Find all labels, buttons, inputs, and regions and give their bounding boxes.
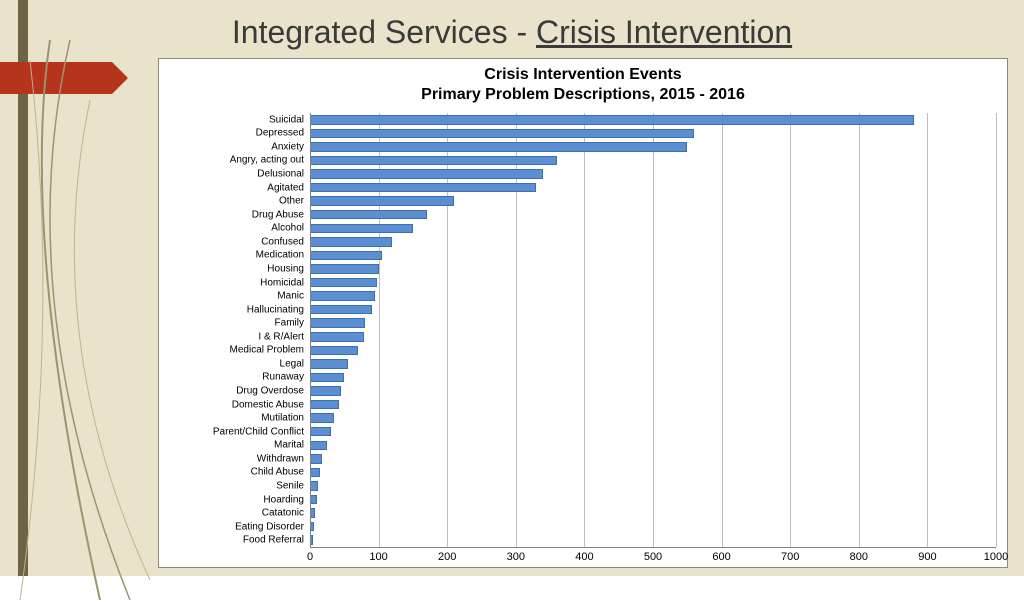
y-category-label: Suicidal bbox=[269, 114, 304, 125]
gridline bbox=[653, 113, 654, 547]
slide-title: Integrated Services - Crisis Interventio… bbox=[0, 14, 1024, 51]
y-category-label: Manic bbox=[277, 291, 304, 302]
gridline bbox=[927, 113, 928, 547]
bar bbox=[310, 115, 914, 125]
bar bbox=[310, 386, 341, 396]
bar bbox=[310, 413, 334, 423]
gridline bbox=[996, 113, 997, 547]
x-tick-label: 900 bbox=[918, 551, 936, 563]
y-category-label: Drug Overdose bbox=[236, 386, 304, 397]
bar bbox=[310, 291, 375, 301]
y-category-label: Other bbox=[279, 196, 304, 207]
x-axis-line bbox=[310, 547, 996, 548]
bar bbox=[310, 318, 365, 328]
bar bbox=[310, 441, 327, 451]
x-tick-label: 0 bbox=[307, 551, 313, 563]
x-tick-label: 600 bbox=[712, 551, 730, 563]
y-category-label: Alcohol bbox=[271, 223, 304, 234]
bar bbox=[310, 373, 344, 383]
bar bbox=[310, 481, 318, 491]
y-category-label: Agitated bbox=[267, 182, 304, 193]
y-axis-line bbox=[310, 113, 311, 547]
bar bbox=[310, 196, 454, 206]
x-tick-label: 100 bbox=[369, 551, 387, 563]
y-category-label: Confused bbox=[261, 236, 304, 247]
x-tick-label: 1000 bbox=[984, 551, 1008, 563]
bar bbox=[310, 278, 377, 288]
y-category-label: Catatonic bbox=[262, 508, 304, 519]
bar bbox=[310, 427, 331, 437]
y-category-label: Family bbox=[275, 318, 304, 329]
bar bbox=[310, 468, 320, 478]
y-category-label: Senile bbox=[276, 480, 304, 491]
title-underlined-part: Crisis Intervention bbox=[536, 14, 792, 50]
y-category-label: Drug Abuse bbox=[252, 209, 304, 220]
bar bbox=[310, 224, 413, 234]
x-tick-label: 800 bbox=[850, 551, 868, 563]
bar bbox=[310, 400, 339, 410]
y-category-label: I & R/Alert bbox=[258, 331, 304, 342]
bar bbox=[310, 454, 322, 464]
y-category-label: Medication bbox=[256, 250, 304, 261]
y-category-label: Child Abuse bbox=[251, 467, 304, 478]
y-category-label: Mutilation bbox=[261, 413, 304, 424]
chart-title-line1: Crisis Intervention Events bbox=[159, 65, 1007, 85]
x-tick-label: 500 bbox=[644, 551, 662, 563]
bar bbox=[310, 237, 392, 247]
y-category-label: Depressed bbox=[256, 128, 304, 139]
bar bbox=[310, 142, 687, 152]
y-category-label: Hoarding bbox=[263, 494, 304, 505]
y-category-label: Legal bbox=[280, 358, 304, 369]
y-category-label: Withdrawn bbox=[257, 453, 304, 464]
bar bbox=[310, 210, 427, 220]
y-category-label: Delusional bbox=[257, 169, 304, 180]
bar bbox=[310, 332, 364, 342]
y-category-label: Homicidal bbox=[260, 277, 304, 288]
x-tick-label: 300 bbox=[507, 551, 525, 563]
bar bbox=[310, 495, 317, 505]
y-category-label: Parent/Child Conflict bbox=[213, 426, 304, 437]
bar bbox=[310, 129, 694, 139]
bar bbox=[310, 183, 536, 193]
y-category-label: Marital bbox=[274, 440, 304, 451]
chart-title-line2: Primary Problem Descriptions, 2015 - 201… bbox=[159, 85, 1007, 105]
chart-container: Crisis Intervention Events Primary Probl… bbox=[158, 58, 1008, 568]
y-category-label: Hallucinating bbox=[247, 304, 304, 315]
bar bbox=[310, 156, 557, 166]
x-tick-label: 200 bbox=[438, 551, 456, 563]
y-category-label: Eating Disorder bbox=[235, 521, 304, 532]
y-category-label: Housing bbox=[267, 263, 304, 274]
gridline bbox=[584, 113, 585, 547]
gridline bbox=[790, 113, 791, 547]
red-arrow-accent bbox=[0, 62, 128, 94]
bar bbox=[310, 305, 372, 315]
title-plain-part: Integrated Services - bbox=[232, 14, 536, 50]
y-category-label: Angry, acting out bbox=[230, 155, 304, 166]
gridline bbox=[722, 113, 723, 547]
bar bbox=[310, 264, 379, 274]
x-tick-label: 700 bbox=[781, 551, 799, 563]
y-category-label: Domestic Abuse bbox=[232, 399, 304, 410]
x-tick-label: 400 bbox=[575, 551, 593, 563]
chart-title: Crisis Intervention Events Primary Probl… bbox=[159, 59, 1007, 105]
y-category-label: Anxiety bbox=[271, 141, 304, 152]
bar bbox=[310, 359, 348, 369]
gridline bbox=[859, 113, 860, 547]
bar bbox=[310, 346, 358, 356]
y-category-label: Medical Problem bbox=[230, 345, 304, 356]
y-category-label: Runaway bbox=[262, 372, 304, 383]
chart-plot-area: 01002003004005006007008009001000Suicidal… bbox=[310, 113, 996, 547]
y-category-label: Food Referral bbox=[243, 535, 304, 546]
bar bbox=[310, 169, 543, 179]
bar bbox=[310, 251, 382, 261]
